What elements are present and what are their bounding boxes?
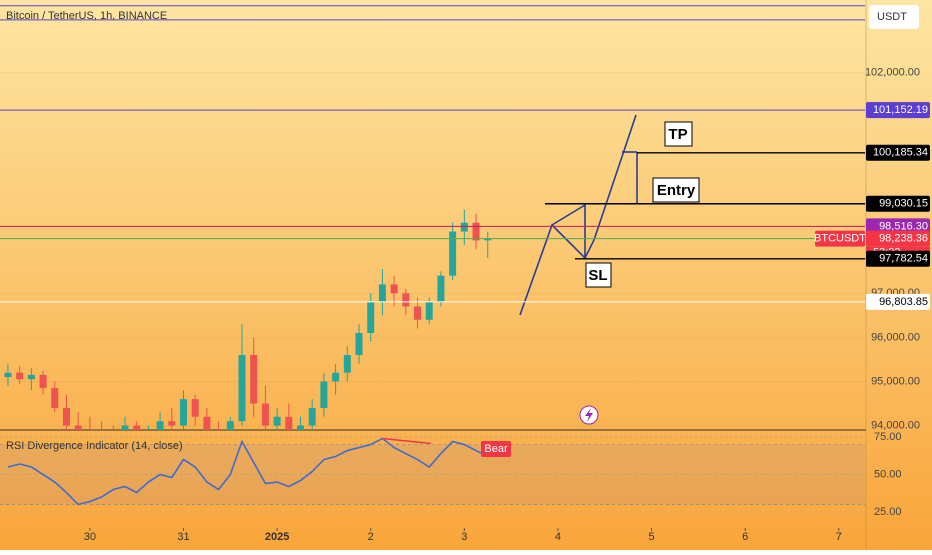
x-tick-label: 3: [461, 531, 467, 543]
x-tick-label: 4: [555, 531, 561, 543]
signal-label: Bear: [484, 443, 508, 455]
price-label-box: [866, 293, 930, 310]
main-pane: [0, 72, 865, 430]
chart-title: Bitcoin / TetherUS, 1h, BINANCE: [6, 10, 167, 22]
candle-body: [378, 284, 386, 303]
candle-body: [437, 275, 445, 303]
x-tick-label: 5: [648, 531, 654, 543]
price-label-box: [866, 102, 930, 119]
currency-box[interactable]: [869, 5, 919, 29]
candle-body: [250, 355, 258, 404]
y-tick-label: 95,000.00: [871, 375, 920, 387]
price-label-box: [866, 230, 930, 247]
candle-body: [51, 388, 59, 408]
candle-body: [273, 416, 281, 426]
candle-body: [191, 399, 199, 417]
symbol-label: BTCUSDT: [814, 233, 866, 245]
candle-body: [179, 399, 187, 426]
candle-body: [332, 372, 340, 382]
flag-line: [551, 203, 586, 258]
candle-body: [425, 302, 433, 320]
candle-body: [156, 421, 164, 430]
candle-body: [168, 421, 176, 426]
price-label: 101,152.19: [873, 104, 928, 116]
rsi-tick-label: 75.00: [874, 431, 902, 443]
candle-body: [27, 374, 35, 380]
candle-body: [460, 222, 468, 232]
rsi-line: [7, 437, 489, 506]
signal-box: [481, 441, 511, 457]
candle-body: [261, 403, 269, 426]
candle-body: [297, 425, 305, 430]
y-tick-label: 94,000.00: [871, 419, 920, 431]
rsi-pane: [0, 436, 865, 513]
price-label-box: [866, 195, 930, 212]
candle-body: [343, 355, 351, 373]
candle-body: [367, 302, 375, 333]
candle-body: [4, 372, 12, 378]
x-tick-label: 2: [368, 531, 374, 543]
alert-bolt: [585, 408, 593, 422]
candle-body: [355, 332, 363, 356]
candle-body: [203, 416, 211, 430]
candle-body: [449, 231, 457, 276]
candle-body: [226, 421, 234, 430]
price-label: 98,238.36: [879, 233, 928, 245]
symbol-box: [815, 230, 865, 247]
price-label-box: [866, 218, 930, 235]
x-tick-label: 31: [177, 531, 189, 543]
candle-body: [472, 222, 480, 241]
entry-text: Entry: [657, 182, 696, 199]
price-label: 99,030.15: [879, 198, 928, 210]
y-tick-label: 102,000.00: [865, 67, 920, 79]
price-label-box: [866, 250, 930, 267]
y-tick-label: 96,000.00: [871, 331, 920, 343]
candle-body: [390, 284, 398, 294]
price-label: 100,185.34: [873, 147, 928, 159]
sl-text: SL: [588, 267, 607, 284]
tp-text: TP: [668, 126, 687, 143]
candle-body: [402, 293, 410, 307]
candle-body: [308, 407, 316, 426]
candle-body: [320, 381, 328, 408]
x-tick-label: 30: [84, 531, 96, 543]
x-tick-label: 7: [836, 531, 842, 543]
rsi-tick-label: 25.00: [874, 506, 902, 518]
candle-body: [39, 374, 47, 389]
price-label: 97,782.54: [879, 253, 928, 265]
candle-body: [16, 372, 24, 380]
price-label: 96,803.85: [879, 296, 928, 308]
entry-box: [652, 177, 700, 203]
divergence-line: [382, 437, 432, 445]
candle-body: [62, 407, 70, 426]
x-tick-label: 6: [742, 531, 748, 543]
candle-body: [484, 238, 492, 241]
sl-box: [585, 262, 612, 288]
candle-body: [74, 425, 82, 430]
candle-body: [414, 306, 422, 320]
tp-box: [664, 121, 693, 147]
x-tick-label: 2025: [265, 531, 289, 543]
candle-body: [133, 425, 141, 430]
drawings: TP Entry SL: [519, 114, 700, 425]
rsi-title: RSI Divergence Indicator (14, close): [6, 440, 183, 452]
currency: USDT: [877, 11, 907, 23]
price-label: 98,516.30: [879, 220, 928, 232]
candle-body: [238, 355, 246, 422]
candle-body: [121, 425, 129, 430]
price-label-box: [866, 144, 930, 161]
rsi-tick-label: 50.00: [874, 468, 902, 480]
candle-body: [285, 416, 293, 430]
